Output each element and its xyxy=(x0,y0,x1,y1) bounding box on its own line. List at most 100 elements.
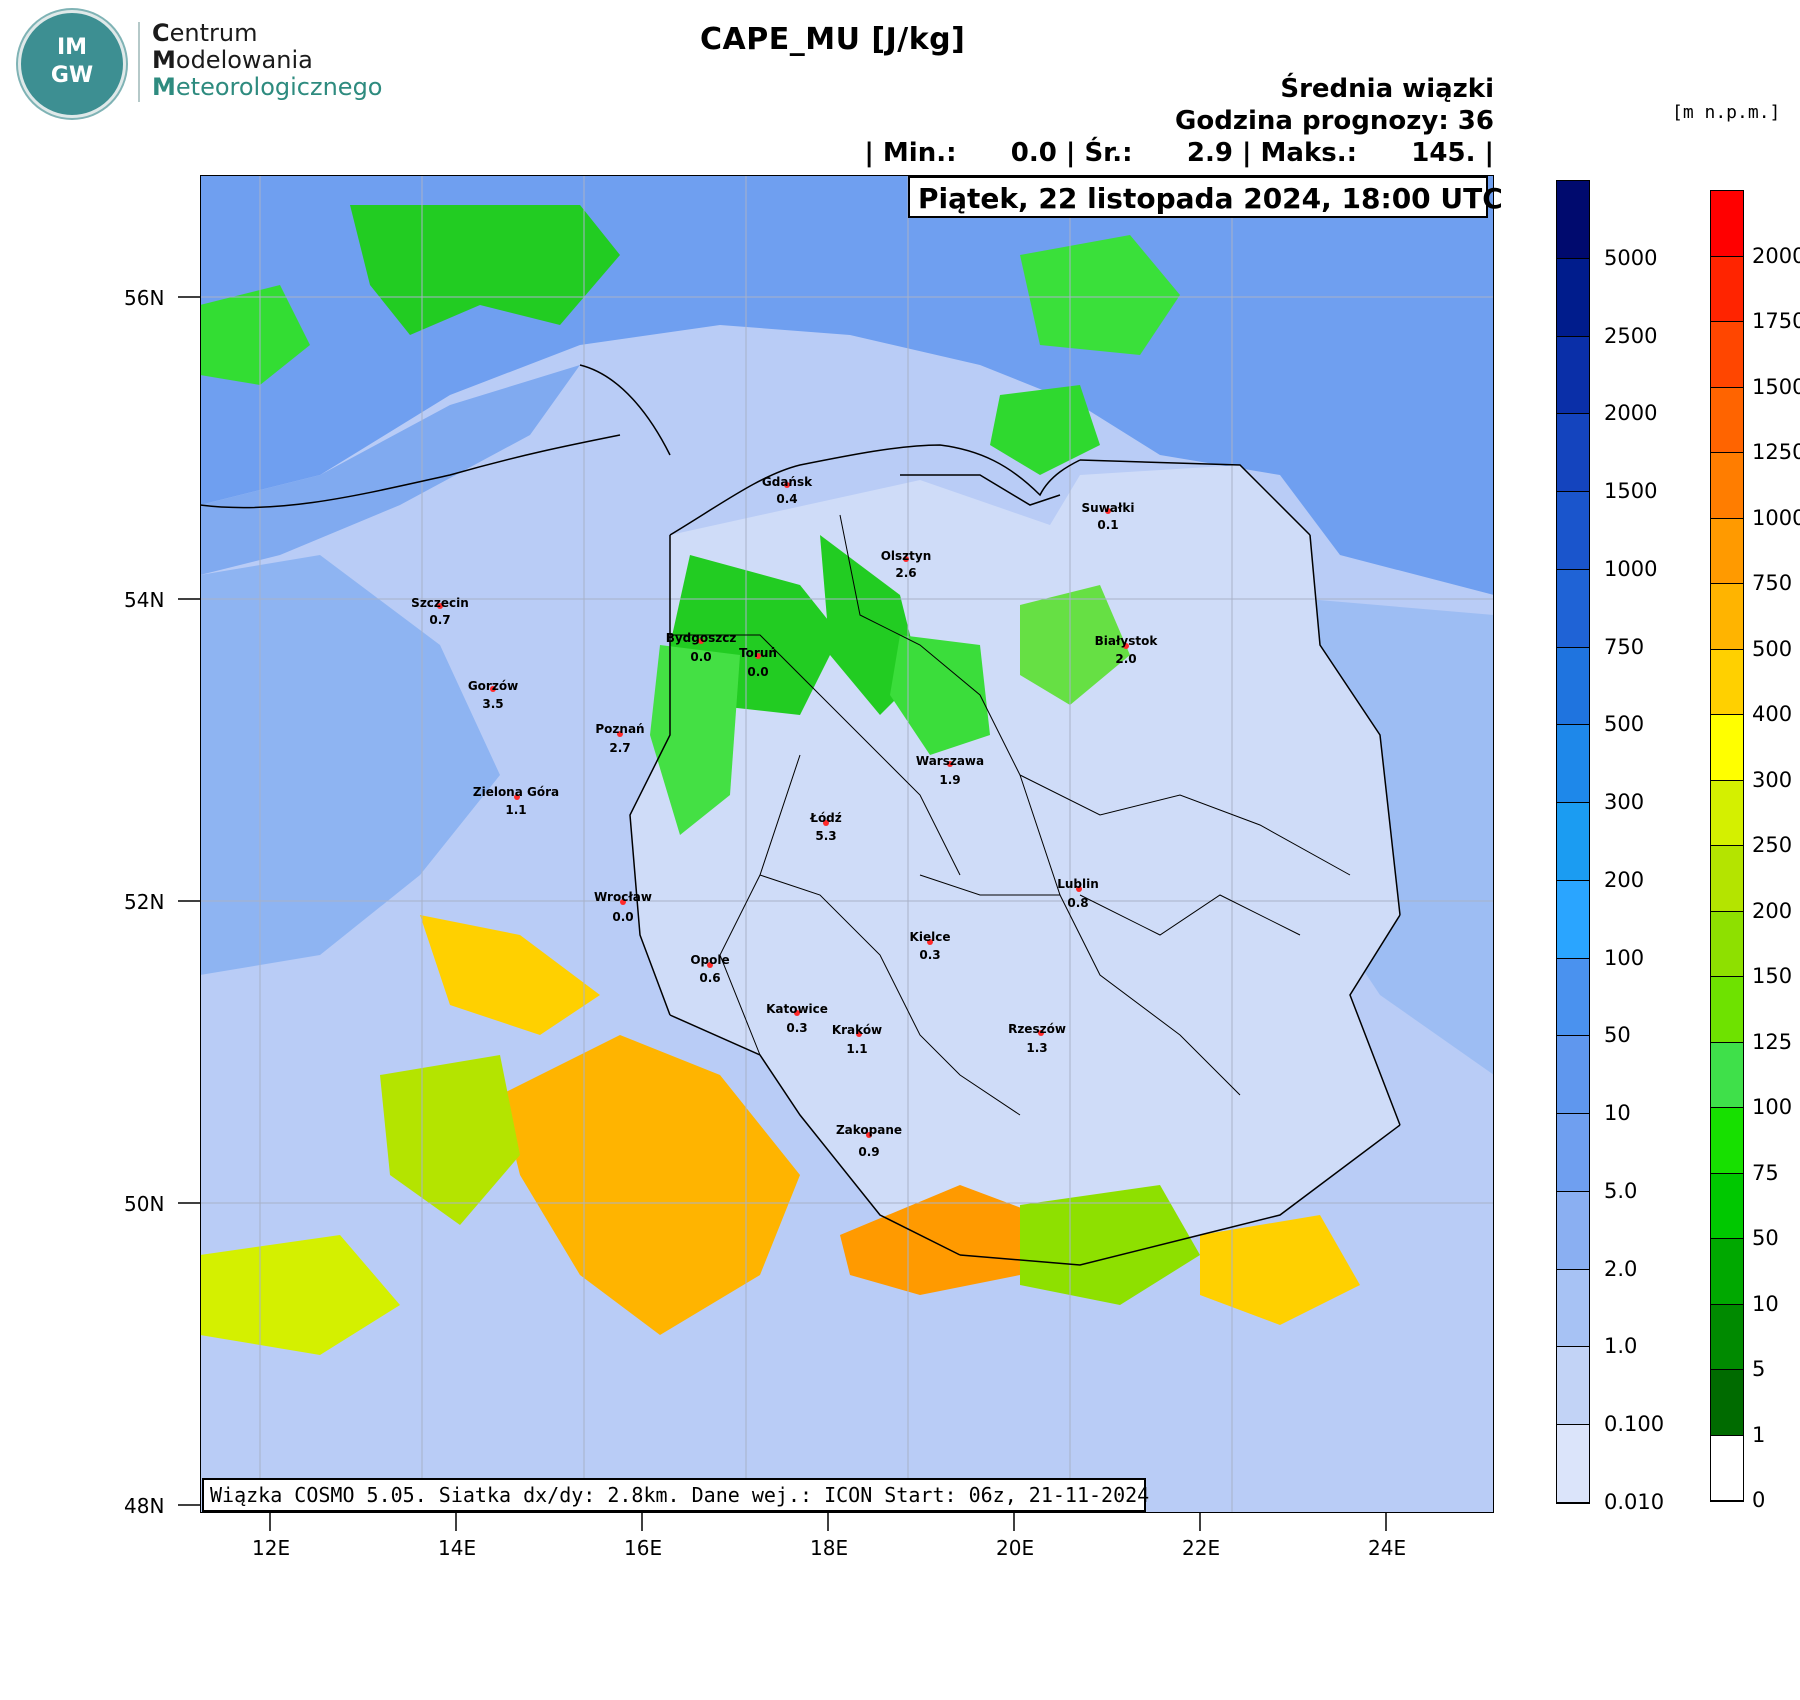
lon-tick-12e: 12E xyxy=(252,1536,291,1560)
colorbar-label: 1.0 xyxy=(1604,1334,1638,1359)
colorbar-label: 300 xyxy=(1604,790,1645,815)
lon-tick-24e: 24E xyxy=(1368,1536,1407,1560)
colorbar-segment xyxy=(1557,647,1589,726)
city-value-wroclaw: 0.0 xyxy=(612,910,634,924)
city-label-torun: Toruń xyxy=(739,646,777,660)
lon-tick-22e: 22E xyxy=(1182,1536,1221,1560)
city-label-warszawa: Warszawa xyxy=(915,754,985,768)
city-marker-lodz xyxy=(823,820,829,826)
colorbar-label: 5.0 xyxy=(1604,1178,1638,1203)
colorbar-label: 1000 xyxy=(1604,556,1658,581)
graticule xyxy=(200,175,1494,1513)
valid-date-box: Piątek, 22 listopada 2024, 18:00 UTC xyxy=(908,176,1503,218)
colorbar-segment xyxy=(1711,846,1743,912)
colorbar-segment xyxy=(1711,322,1743,388)
city-marker-suwalki xyxy=(1105,508,1111,514)
logo-line-2: Modelowania xyxy=(152,46,313,74)
height-units-label: [m n.p.m.] xyxy=(1672,102,1781,123)
city-label-kielce: Kielce xyxy=(909,930,951,944)
city-marker-krakow xyxy=(856,1031,862,1037)
colorbar-label: 0.010 xyxy=(1604,1490,1665,1514)
city-value-bialystok: 2.0 xyxy=(1115,652,1137,666)
colorbar-segment xyxy=(1557,958,1589,1037)
city-value-poznan: 2.7 xyxy=(609,741,631,755)
colorbar-segment xyxy=(1711,911,1743,977)
lon-tick-marks xyxy=(269,1513,1387,1531)
city-value-opole: 0.6 xyxy=(699,971,721,985)
colorbar-label: 1500 xyxy=(1752,374,1800,399)
city-marker-gorzow xyxy=(490,686,496,692)
colorbar-label: 0.100 xyxy=(1604,1412,1665,1437)
subtitle: Średnia wiązki xyxy=(1280,74,1494,104)
city-value-kielce: 0.3 xyxy=(919,948,941,962)
imgw-badge: IM GW xyxy=(18,10,126,118)
colorbar-label: 1500 xyxy=(1604,479,1658,504)
colorbar-label: 10 xyxy=(1752,1291,1779,1316)
city-label-olsztyn: Olsztyn xyxy=(880,549,932,563)
cape-green-patch xyxy=(890,635,990,755)
height-colorbar xyxy=(1710,190,1744,1502)
height-colorbar-labels: 2000 1750 1500 1250 1000 750 500 400 300 250 200 15… xyxy=(1752,190,1800,1513)
colorbar-label: 2000 xyxy=(1604,401,1658,426)
logo-badge-bottom: GW xyxy=(50,63,94,88)
colorbar-segment xyxy=(1711,780,1743,846)
colorbar-segment xyxy=(1557,725,1589,804)
colorbar-segment xyxy=(1711,1239,1743,1305)
colorbar-segment xyxy=(1557,1425,1589,1503)
voivodeship-borders xyxy=(670,514,1351,1116)
colorbar-segment xyxy=(1711,453,1743,519)
cape-map xyxy=(200,175,1494,1513)
logo-divider xyxy=(138,22,140,102)
colorbar-segment xyxy=(1557,336,1589,415)
colorbar-segment xyxy=(1557,1269,1589,1348)
colorbar-label: 1000 xyxy=(1752,505,1800,530)
colorbar-label: 5 xyxy=(1752,1357,1766,1381)
colorbar-label: 750 xyxy=(1604,634,1645,659)
model-info-footer: Wiązka COSMO 5.05. Siatka dx/dy: 2.8km. … xyxy=(202,1478,1149,1512)
colorbar-segment xyxy=(1557,1191,1589,1270)
lon-tick-14e: 14E xyxy=(438,1536,477,1560)
city-label-krakow: Kraków xyxy=(831,1023,883,1037)
colorbar-label: 50 xyxy=(1752,1226,1779,1250)
city-label-opole: Opole xyxy=(690,953,730,967)
colorbar-segment xyxy=(1711,387,1743,453)
city-label-lublin: Lublin xyxy=(1057,877,1099,891)
colorbar-label: 100 xyxy=(1604,945,1645,970)
colorbar-segment xyxy=(1557,181,1589,259)
colorbar-label: 300 xyxy=(1752,767,1793,792)
city-marker-warszawa xyxy=(947,761,953,767)
city-marker-torun xyxy=(755,653,761,659)
city-label-bialystok: Białystok xyxy=(1094,634,1158,648)
chart-title: CAPE_MU [J/kg] xyxy=(700,22,966,57)
city-label-poznan: Poznań xyxy=(595,722,645,736)
city-value-gorzow: 3.5 xyxy=(482,697,504,711)
city-marker-rzeszow xyxy=(1038,1030,1044,1036)
city-marker-opole xyxy=(707,962,713,968)
colorbar-segment xyxy=(1557,492,1589,570)
lon-tick-20e: 20E xyxy=(996,1536,1035,1560)
cape-yellow-patch xyxy=(200,1235,400,1355)
colorbar-label: 2500 xyxy=(1604,323,1658,348)
city-value-torun: 0.0 xyxy=(747,665,769,679)
lon-tick-16e: 16E xyxy=(624,1536,663,1560)
colorbar-label: 2000 xyxy=(1752,243,1800,268)
colorbar-segment xyxy=(1557,1036,1589,1115)
lat-tick-54n: 54N xyxy=(124,588,165,612)
colorbar-segment xyxy=(1711,1370,1743,1436)
cape-yellow-patch xyxy=(420,915,600,1035)
colorbar-label: 200 xyxy=(1752,898,1793,923)
cape-colorbar-labels: 5000 2500 2000 1500 1000 750 500 300 200 100 50 10 5… xyxy=(1604,180,1724,1514)
city-marker-wroclaw xyxy=(620,899,626,905)
lat-tick-50n: 50N xyxy=(124,1192,165,1216)
colorbar-label: 1250 xyxy=(1752,440,1800,464)
city-value-katowice: 0.3 xyxy=(786,1021,808,1035)
colorbar-label: 50 xyxy=(1604,1023,1631,1048)
forecast-hour: Godzina prognozy: 36 xyxy=(1175,106,1494,136)
city-label-katowice: Katowice xyxy=(766,1002,828,1016)
city-value-warszawa: 1.9 xyxy=(939,773,961,787)
colorbar-label: 1 xyxy=(1752,1422,1766,1447)
colorbar-segment xyxy=(1711,1304,1743,1370)
city-value-olsztyn: 2.6 xyxy=(895,566,917,580)
colorbar-segment xyxy=(1557,1347,1589,1426)
cape-yellow-green-patch xyxy=(380,1055,520,1225)
